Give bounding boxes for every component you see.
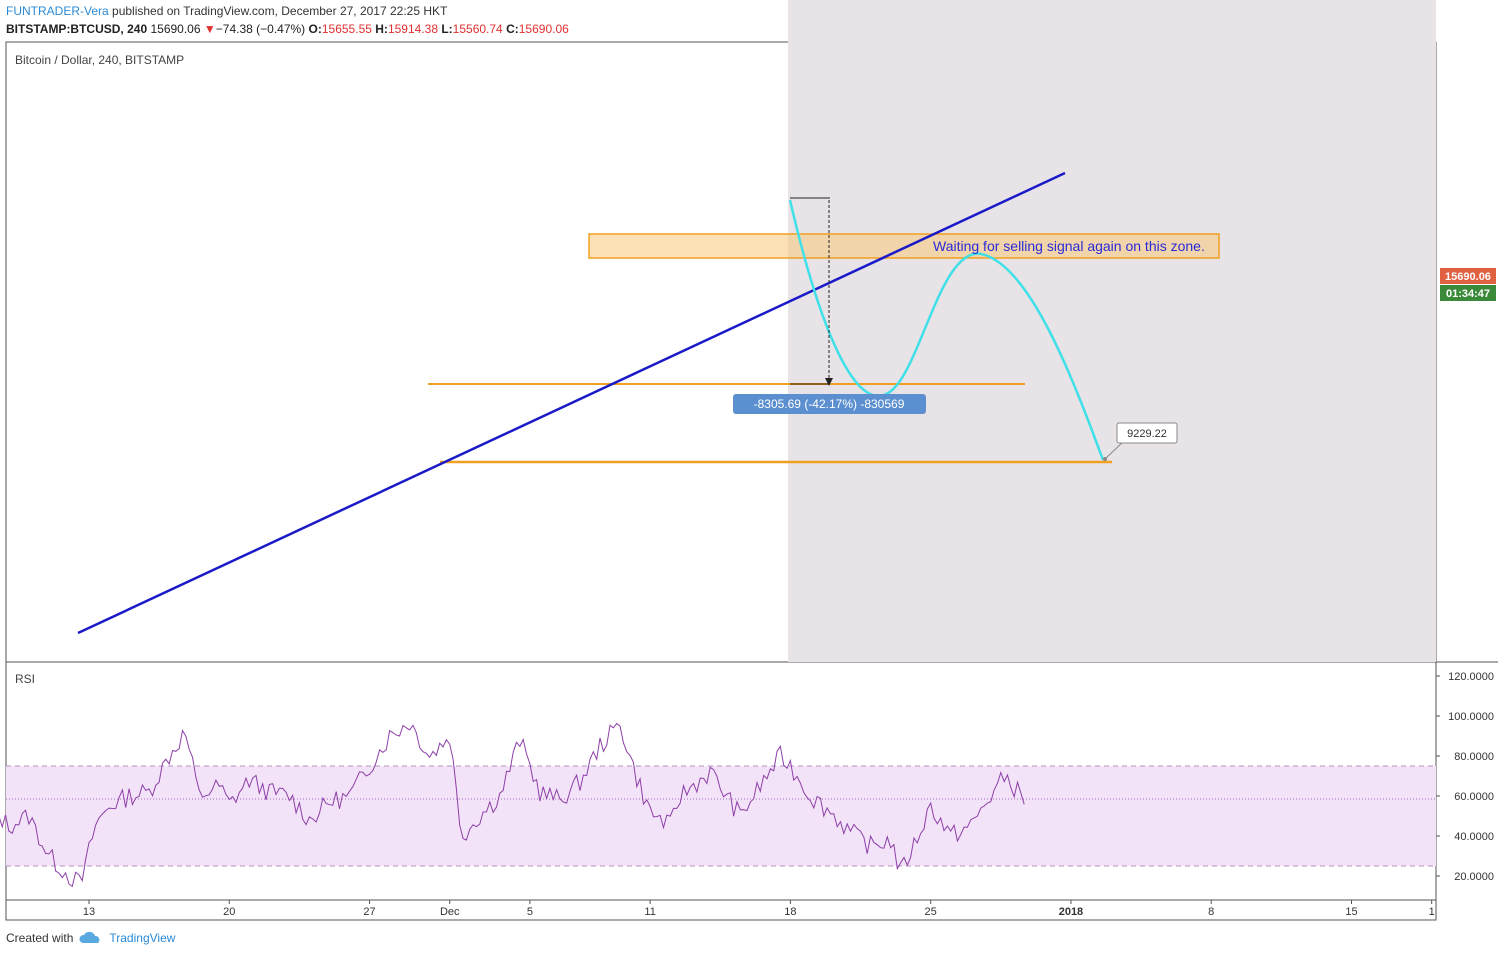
x-tick-label: 8 xyxy=(1208,906,1214,918)
chart-title: Bitcoin / Dollar, 240, BITSTAMP xyxy=(15,53,184,67)
rsi-tick-label: 60.0000 xyxy=(1454,791,1494,803)
x-tick-label: 15 xyxy=(1345,906,1357,918)
symbol-name: BITSTAMP:BTCUSD, 240 xyxy=(6,22,148,36)
countdown-tag xyxy=(1440,285,1496,301)
footer: Created with TradingView xyxy=(6,931,175,945)
rsi-band xyxy=(6,766,1436,866)
annotation-text[interactable]: Waiting for selling signal again on this… xyxy=(933,238,1205,254)
x-tick-label: 1 xyxy=(1429,906,1435,918)
rsi-tick-label: 80.0000 xyxy=(1454,751,1494,763)
author-link[interactable]: FUNTRADER-Vera xyxy=(6,4,109,18)
low-label: L: xyxy=(441,22,453,36)
measure-arrow-icon xyxy=(825,378,833,386)
x-tick-label: 27 xyxy=(363,906,375,918)
tradingview-cloud-icon xyxy=(79,931,100,943)
symbol-line: BITSTAMP:BTCUSD, 240 15690.06 ▼−74.38 (−… xyxy=(6,22,569,36)
x-tick-label: 11 xyxy=(644,906,655,918)
rsi-tick-label: 40.0000 xyxy=(1454,831,1494,843)
target-label[interactable]: 9229.22 xyxy=(1127,428,1167,440)
down-arrow-icon: ▼ xyxy=(203,22,216,36)
close-value: 15690.06 xyxy=(518,22,569,36)
x-tick-label: 5 xyxy=(527,906,533,918)
target-box xyxy=(1116,422,1178,444)
created-with-text: Created with xyxy=(6,931,74,945)
fib-bands xyxy=(788,0,1436,663)
target-dot xyxy=(1103,457,1107,461)
tradingview-link[interactable]: TradingView xyxy=(109,931,176,945)
rsi-tick-label: 20.0000 xyxy=(1454,871,1494,883)
x-tick-label: 20 xyxy=(223,906,235,918)
rsi-tick-label: 100.0000 xyxy=(1448,711,1494,723)
low-value: 15560.74 xyxy=(452,22,503,36)
resistance-zone[interactable] xyxy=(588,233,1220,259)
time-axis: 13 20 27 Dec 5 11 18 25 2018 8 15 1 xyxy=(83,900,1435,918)
last-price-tag xyxy=(1440,268,1496,284)
rsi-pane: 120.0000 100.0000 80.0000 60.0000 40.0000 20.… xyxy=(0,671,1494,888)
rsi-title: RSI xyxy=(15,672,35,686)
last-price: 15690.06 xyxy=(150,22,201,36)
measure-label-box xyxy=(733,394,926,414)
x-tick-label: 13 xyxy=(83,906,95,918)
rsi-tick-label: 120.0000 xyxy=(1448,671,1494,683)
open-value: 15655.55 xyxy=(321,22,372,36)
high-label: H: xyxy=(375,22,388,36)
x-tick-label: 2018 xyxy=(1059,906,1083,918)
x-tick-label: 25 xyxy=(925,906,937,918)
trend-line[interactable] xyxy=(77,171,1066,635)
x-tick-label: Dec xyxy=(440,906,460,918)
last-price-tag-text: 15690.06 xyxy=(1445,271,1491,283)
projection-curve[interactable] xyxy=(788,199,1105,461)
fib-band xyxy=(788,0,1436,663)
countdown-text: 01:34:47 xyxy=(1446,288,1490,300)
open-label: O: xyxy=(308,22,322,36)
price-change: −74.38 (−0.47%) xyxy=(215,22,306,36)
publish-info: FUNTRADER-Vera published on TradingView.… xyxy=(6,4,447,18)
publish-text: published on TradingView.com, December 2… xyxy=(112,4,448,18)
rsi-line xyxy=(0,722,1025,888)
x-tick-label: 18 xyxy=(784,906,796,918)
measure-label: -8305.69 (-42.17%) -830569 xyxy=(754,397,905,411)
high-value: 15914.38 xyxy=(387,22,438,36)
close-label: C: xyxy=(506,22,519,36)
